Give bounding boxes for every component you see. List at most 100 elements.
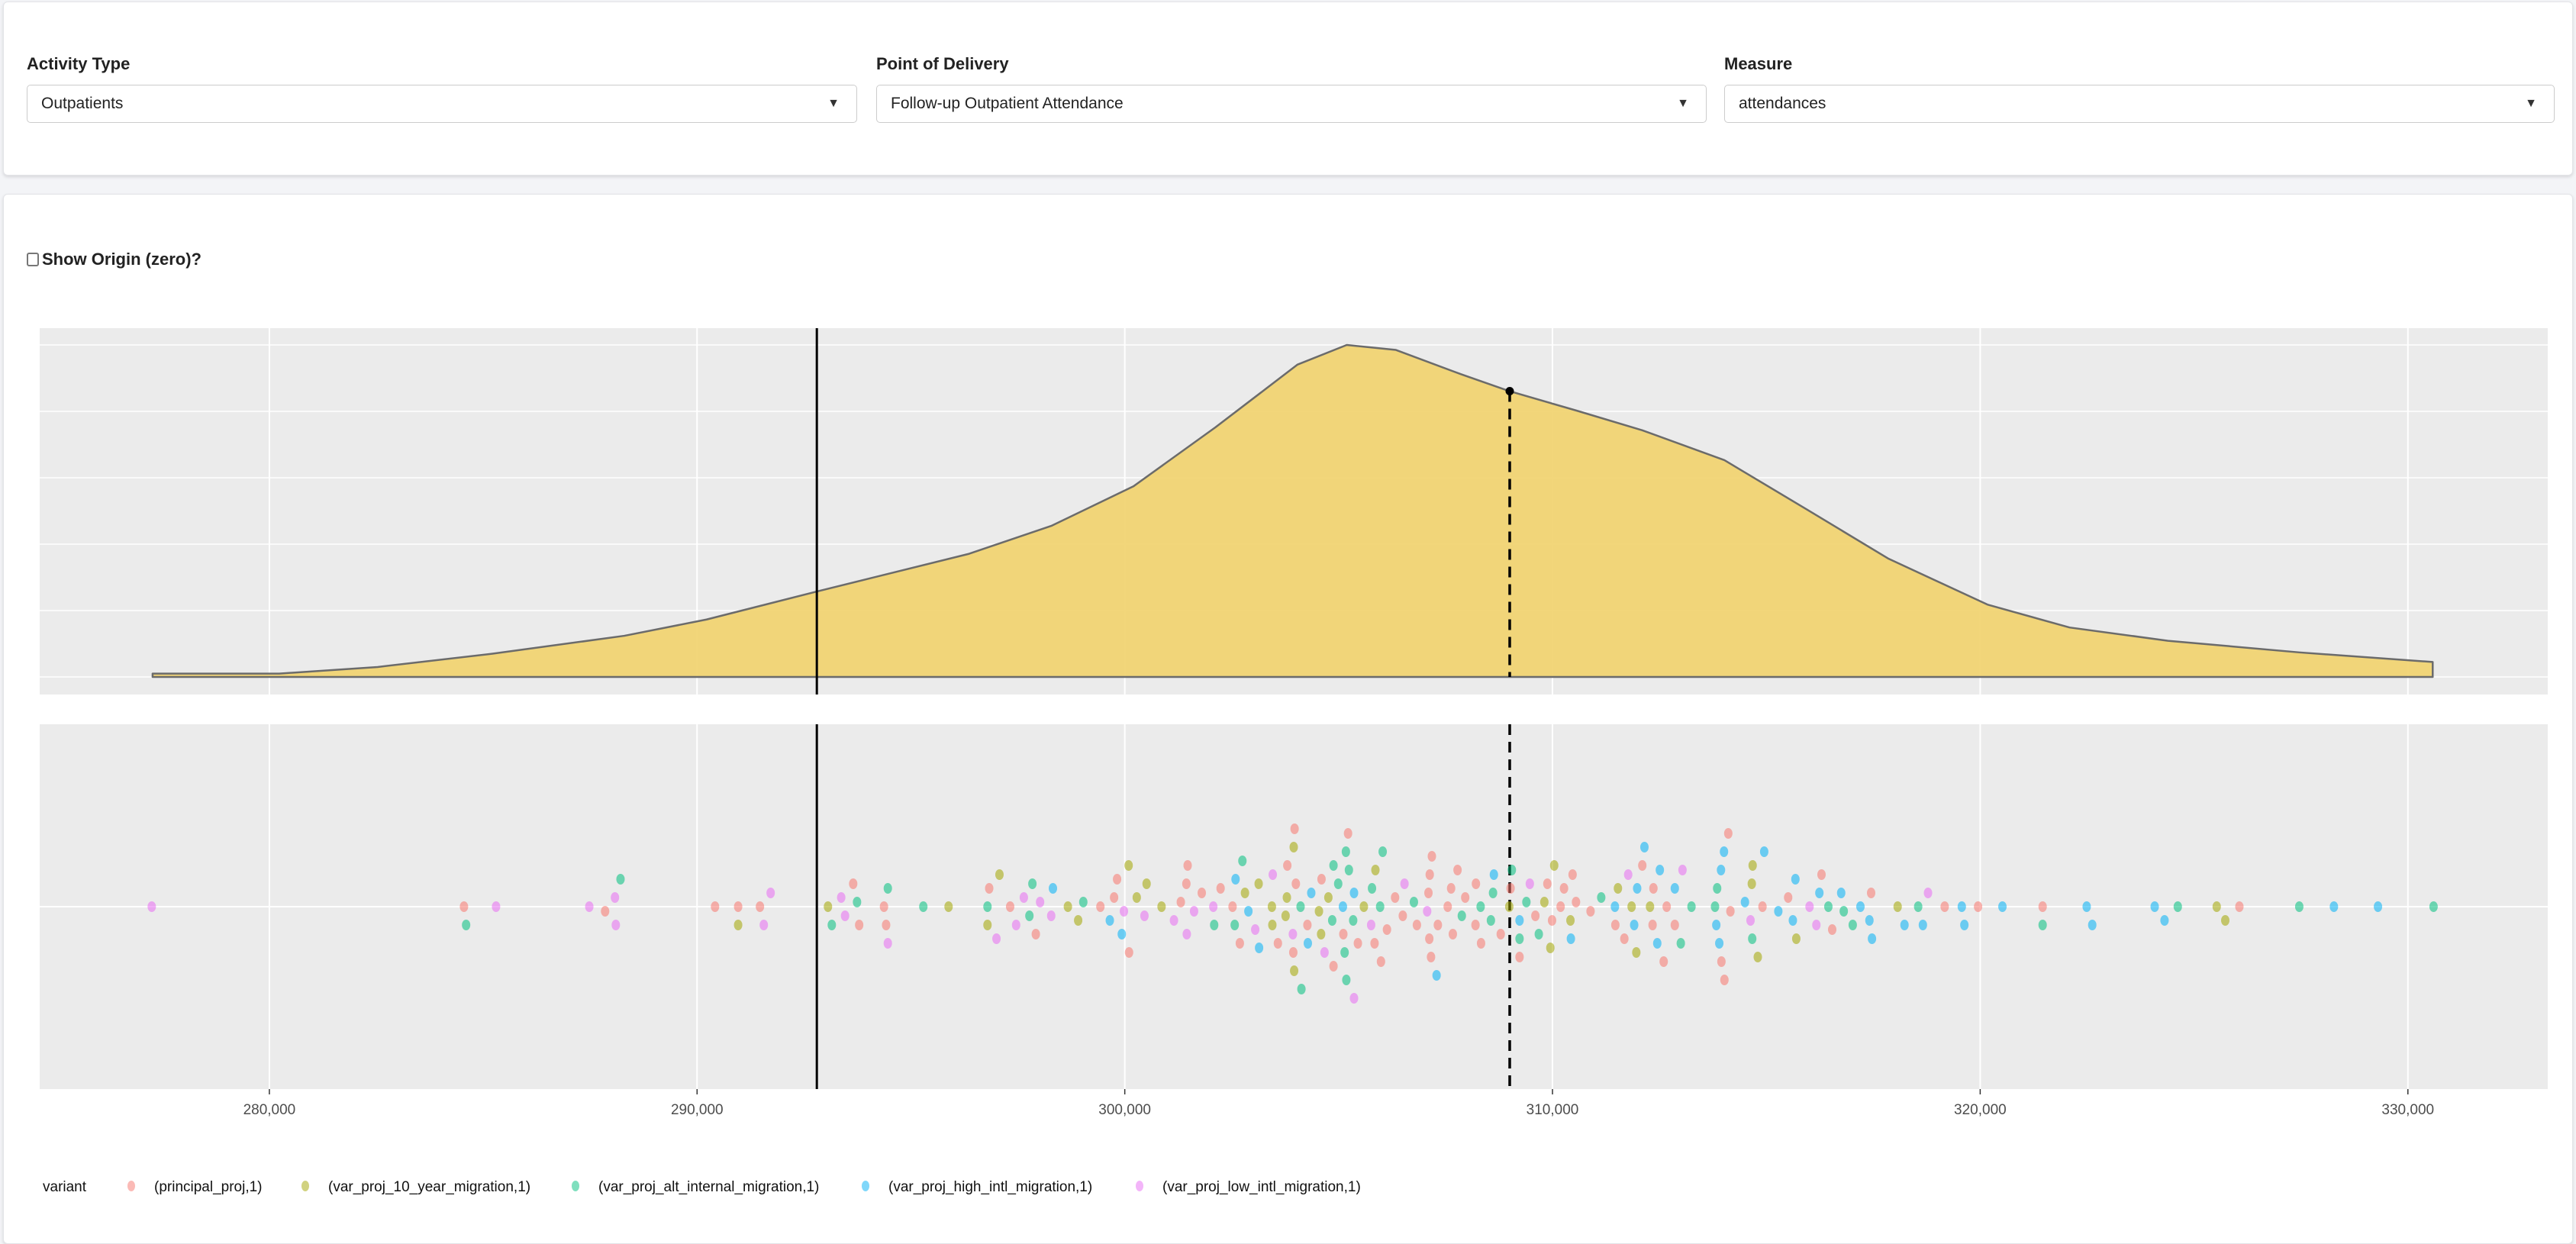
swarm-point — [1423, 906, 1432, 917]
swarm-point — [1539, 897, 1549, 907]
legend-entry: (var_proj_alt_internal_migration,1) — [598, 1179, 819, 1195]
measure-label: Measure — [1724, 54, 1793, 73]
swarm-point — [1169, 915, 1178, 926]
swarm-point — [492, 901, 501, 912]
measure-select[interactable]: attendances ▼ — [1724, 85, 2555, 123]
swarm-point — [1486, 915, 1495, 926]
swarm-point — [1251, 924, 1260, 935]
point-of-delivery-select[interactable]: Follow-up Outpatient Attendance ▼ — [876, 85, 1707, 123]
x-tick-label: 280,000 — [243, 1102, 296, 1118]
swarm-point — [1726, 906, 1735, 917]
swarm-point — [1515, 933, 1524, 944]
swarm-point — [2220, 915, 2229, 926]
swarm-point — [1713, 883, 1722, 894]
show-origin-checkbox[interactable]: Show Origin (zero)? — [27, 250, 202, 269]
swarm-point — [1005, 901, 1014, 912]
swarm-point — [1812, 920, 1821, 930]
swarm-point — [1446, 883, 1456, 894]
swarm-point — [1633, 883, 1642, 894]
swarm-point — [1547, 915, 1556, 926]
swarm-point — [2429, 901, 2438, 912]
swarm-point — [1025, 910, 1034, 921]
swarm-point — [1559, 883, 1568, 894]
swarm-point — [1371, 865, 1380, 875]
swarm-point — [1522, 897, 1531, 907]
swarm-point — [1011, 920, 1020, 930]
swarm-point — [1375, 901, 1385, 912]
swarm-point — [1823, 901, 1833, 912]
swarm-point — [1610, 920, 1620, 930]
swarm-point — [1142, 878, 1151, 889]
swarm-point — [1488, 888, 1498, 898]
swarm-point — [1676, 938, 1685, 949]
swarm-point — [462, 920, 471, 930]
swarm-point — [1267, 901, 1276, 912]
swarm-point — [1291, 878, 1301, 889]
swarm-point — [759, 920, 769, 930]
swarm-point — [1269, 869, 1278, 880]
swarm-point — [1189, 906, 1198, 917]
swarm-point — [1572, 897, 1581, 907]
swarm-point — [1913, 901, 1923, 912]
swarm-point — [1652, 938, 1662, 949]
swarm-point — [1805, 901, 1814, 912]
swarm-point — [1923, 888, 1933, 898]
legend-title: variant — [43, 1179, 87, 1195]
swarm-point — [1566, 915, 1575, 926]
legend-entry: (var_proj_10_year_migration,1) — [328, 1179, 530, 1195]
swarm-point — [756, 901, 765, 912]
swarm-point — [2329, 901, 2339, 912]
swarm-point — [1231, 874, 1240, 885]
swarm-point — [1288, 947, 1298, 958]
swarm-point — [1157, 901, 1166, 912]
chevron-down-icon: ▼ — [2525, 97, 2537, 110]
swarm-point — [1317, 929, 1326, 939]
swarm-point — [1747, 878, 1756, 889]
swarm-point — [995, 869, 1004, 880]
swarm-point — [1096, 901, 1105, 912]
swarm-point — [1525, 878, 1534, 889]
swarm-point — [1865, 915, 1874, 926]
activity-type-filter: Activity Type Outpatients ▼ — [27, 54, 857, 123]
swarm-point — [849, 878, 858, 889]
swarm-point — [1120, 906, 1129, 917]
swarm-point — [1327, 915, 1336, 926]
swarm-point — [1333, 878, 1343, 889]
swarm-point — [1586, 906, 1595, 917]
swarm-point — [1957, 901, 1966, 912]
activity-type-select[interactable]: Outpatients ▼ — [27, 85, 857, 123]
swarm-point — [1391, 892, 1400, 903]
swarm-point — [1198, 888, 1207, 898]
swarm-point — [1662, 901, 1672, 912]
filters-card: Activity Type Outpatients ▼ Point of Deli… — [3, 2, 2573, 176]
swarm-point — [1918, 920, 1927, 930]
x-tick-label: 320,000 — [1954, 1102, 2007, 1118]
swarm-point — [1640, 842, 1649, 852]
checkbox-icon[interactable] — [27, 253, 39, 266]
swarm-point — [1656, 865, 1665, 875]
swarm-point — [1670, 883, 1679, 894]
swarm-point — [1238, 856, 1247, 866]
swarm-point — [1132, 892, 1141, 903]
swarm-point — [1476, 901, 1485, 912]
swarm-point — [611, 892, 620, 903]
swarm-point — [1110, 892, 1119, 903]
swarm-point — [883, 883, 892, 894]
swarm-point — [1453, 865, 1462, 875]
swarm-point — [1791, 933, 1801, 944]
swarm-point — [1866, 888, 1875, 898]
swarm-point — [2235, 901, 2244, 912]
legend-marker — [301, 1181, 309, 1191]
swarm-point — [1507, 865, 1517, 875]
x-tick-label: 300,000 — [1098, 1102, 1151, 1118]
swarm-point — [1378, 846, 1388, 857]
swarm-point — [1748, 933, 1757, 944]
swarm-point — [1343, 828, 1352, 839]
measure-filter: Measure attendances ▼ — [1724, 54, 2555, 123]
swarm-point — [1998, 901, 2007, 912]
point-of-delivery-label: Point of Delivery — [876, 54, 1009, 73]
swarm-point — [616, 874, 625, 885]
swarm-point — [1235, 938, 1244, 949]
swarm-point — [1359, 901, 1369, 912]
legend-marker — [1136, 1181, 1143, 1191]
